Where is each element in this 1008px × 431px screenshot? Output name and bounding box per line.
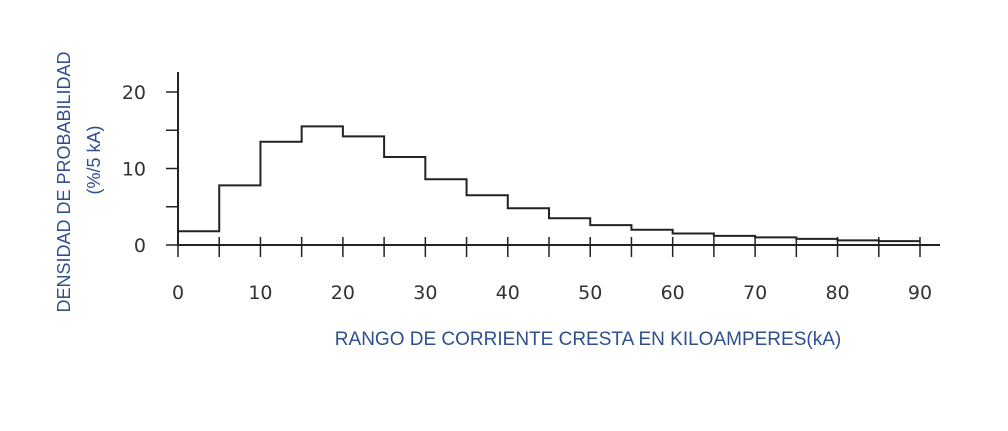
- histogram-bar: [467, 195, 508, 245]
- x-ticks: 0 10 20 30 40 50 60 70 80 90: [172, 237, 932, 304]
- histogram-bar: [219, 185, 260, 245]
- y-tick-label: 0: [134, 235, 146, 257]
- histogram-bars: [178, 126, 920, 245]
- y-ticks: 0 10 20: [122, 82, 178, 257]
- x-tick-label: 20: [331, 282, 355, 304]
- y-axis-label-unit: (%/5 kA): [84, 125, 104, 194]
- axes: [177, 72, 940, 246]
- histogram-bar: [425, 179, 466, 245]
- histogram-bar: [343, 136, 384, 245]
- histogram-bar: [590, 225, 631, 245]
- x-tick-label: 70: [743, 282, 767, 304]
- histogram-bar: [631, 230, 672, 245]
- histogram-bar: [302, 126, 343, 245]
- histogram-bar: [508, 208, 549, 245]
- x-tick-label: 50: [578, 282, 602, 304]
- x-tick-label: 90: [908, 282, 932, 304]
- y-tick-label: 10: [122, 159, 146, 181]
- x-tick-label: 80: [825, 282, 849, 304]
- x-tick-label: 30: [413, 282, 437, 304]
- histogram-outline: [177, 125, 920, 245]
- x-tick-label: 10: [248, 282, 272, 304]
- histogram-bar: [549, 218, 590, 245]
- x-tick-label: 60: [661, 282, 685, 304]
- x-axis-label: RANGO DE CORRIENTE CRESTA EN KILOAMPERES…: [335, 329, 841, 350]
- y-tick-label: 20: [122, 82, 146, 104]
- histogram-bar: [178, 231, 219, 245]
- x-tick-label: 40: [496, 282, 520, 304]
- x-tick-label: 0: [172, 282, 184, 304]
- y-axis-label: DENSIDAD DE PROBABILIDAD: [54, 51, 74, 312]
- histogram-bar: [714, 236, 755, 245]
- histogram-bar: [673, 234, 714, 245]
- histogram-bar: [384, 157, 425, 245]
- histogram-bar: [755, 237, 796, 245]
- histogram-bar: [260, 142, 301, 245]
